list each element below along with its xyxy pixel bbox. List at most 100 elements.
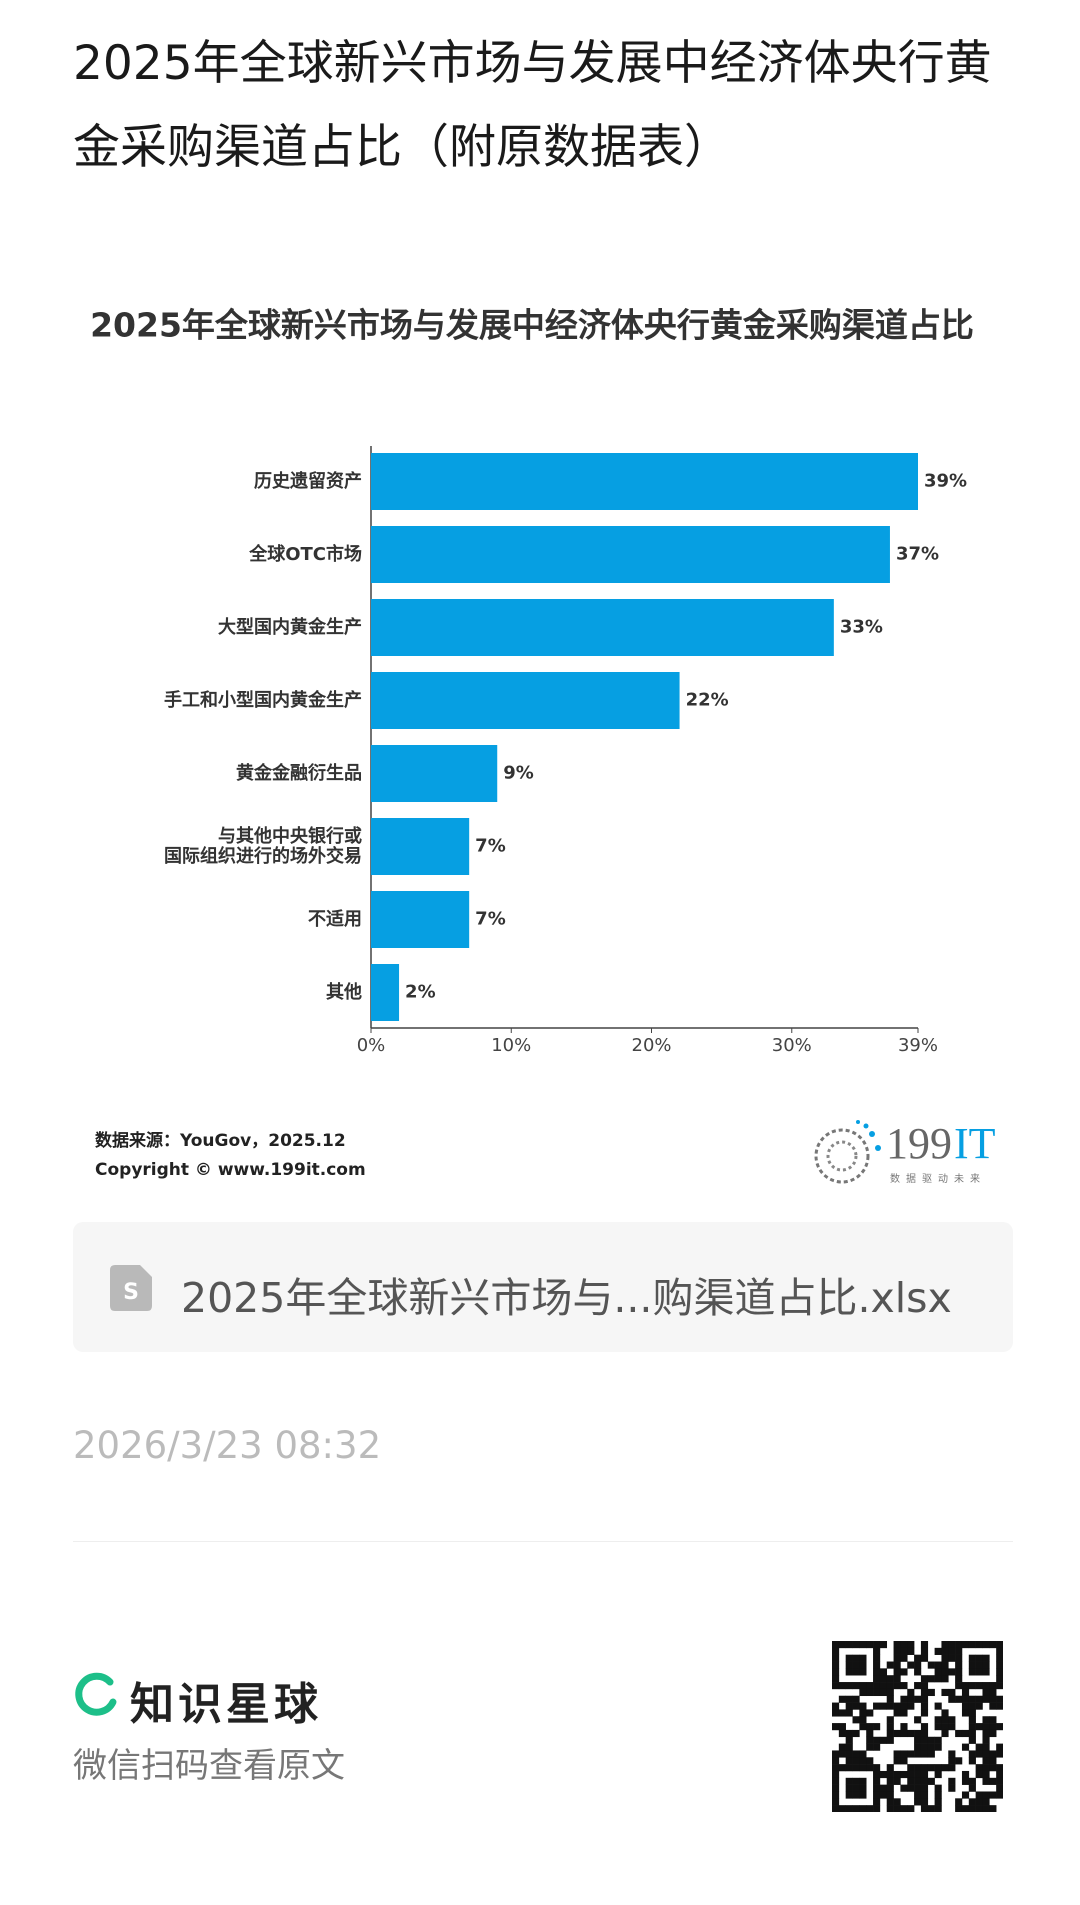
qr-module xyxy=(893,1798,901,1806)
qr-module xyxy=(961,1709,970,1717)
qr-module xyxy=(968,1661,976,1669)
qr-module xyxy=(982,1654,990,1662)
qr-module xyxy=(955,1654,963,1662)
qr-module xyxy=(838,1750,846,1758)
qr-module xyxy=(920,1736,929,1744)
qr-module xyxy=(961,1743,970,1751)
qr-module xyxy=(907,1750,915,1758)
qr-module xyxy=(920,1682,929,1690)
qr-module xyxy=(907,1695,915,1703)
value-label: 9% xyxy=(503,763,534,784)
qr-module xyxy=(907,1641,915,1649)
qr-module xyxy=(948,1757,956,1765)
qr-module xyxy=(859,1661,867,1669)
qr-module xyxy=(852,1716,860,1724)
qr-module xyxy=(879,1682,888,1690)
qr-module xyxy=(982,1770,990,1779)
qr-module xyxy=(832,1675,840,1683)
qr-module xyxy=(859,1791,867,1799)
svg-text:S: S xyxy=(123,1280,139,1305)
qr-module xyxy=(975,1723,983,1731)
qr-module xyxy=(886,1716,894,1724)
timestamp: 2026/3/23 08:32 xyxy=(73,1424,382,1467)
qr-module xyxy=(955,1757,963,1765)
qr-module xyxy=(927,1764,935,1772)
qr-module xyxy=(927,1777,935,1785)
qr-module xyxy=(893,1757,901,1765)
qr-module xyxy=(838,1709,846,1717)
qr-module xyxy=(996,1702,1003,1710)
qr-module xyxy=(934,1770,942,1779)
bar xyxy=(371,526,890,583)
qr-module xyxy=(934,1736,942,1744)
qr-module xyxy=(920,1777,929,1785)
qr-module xyxy=(832,1777,840,1785)
qr-module xyxy=(900,1647,908,1655)
qr-module xyxy=(968,1682,976,1690)
qr-module xyxy=(968,1784,976,1792)
qr-module xyxy=(955,1661,963,1669)
qr-module xyxy=(859,1716,867,1724)
qr-module xyxy=(845,1661,853,1669)
qr-module xyxy=(914,1668,922,1676)
qr-module xyxy=(914,1695,922,1703)
qr-module xyxy=(873,1743,881,1751)
qr-module xyxy=(996,1647,1003,1655)
qr-module xyxy=(893,1641,901,1649)
qr-module xyxy=(900,1709,908,1717)
qr-module xyxy=(907,1764,915,1772)
qr-module xyxy=(886,1675,894,1683)
qr-module xyxy=(832,1668,840,1676)
qr-module xyxy=(893,1770,901,1779)
attachment[interactable]: S 2025年全球新兴市场与...购渠道占比.xlsx xyxy=(73,1222,1013,1352)
qr-module xyxy=(982,1695,990,1703)
qr-module xyxy=(873,1723,881,1731)
divider xyxy=(73,1541,1013,1542)
qr-module xyxy=(859,1641,867,1649)
value-label: 2% xyxy=(405,982,436,1003)
qr-module xyxy=(900,1757,908,1765)
qr-module xyxy=(920,1770,929,1779)
qr-module xyxy=(886,1688,894,1697)
qr-module xyxy=(845,1736,853,1744)
qr-module xyxy=(852,1784,860,1792)
qr-module xyxy=(968,1695,976,1703)
qr-module xyxy=(866,1641,874,1649)
x-tick-label: 0% xyxy=(357,1035,386,1056)
qr-module xyxy=(996,1668,1003,1676)
qr-module xyxy=(866,1729,874,1738)
qr-module xyxy=(989,1702,997,1710)
page-title: 2025年全球新兴市场与发展中经济体央行黄金采购渠道占比（附原数据表） xyxy=(73,36,992,175)
qr-module xyxy=(866,1688,874,1697)
qr-module xyxy=(927,1675,935,1683)
qr-module xyxy=(852,1791,860,1799)
x-tick-label: 30% xyxy=(772,1035,812,1056)
qr-module xyxy=(845,1682,853,1690)
qr-module xyxy=(920,1688,929,1697)
qr-code[interactable] xyxy=(832,1641,1003,1812)
qr-module xyxy=(996,1654,1003,1662)
qr-module xyxy=(866,1805,874,1812)
qr-module xyxy=(893,1661,901,1669)
qr-module xyxy=(941,1716,949,1724)
qr-module xyxy=(975,1743,983,1751)
qr-module xyxy=(955,1729,963,1738)
qr-module xyxy=(968,1750,976,1758)
qr-module xyxy=(948,1750,956,1758)
qr-module xyxy=(996,1661,1003,1669)
qr-module xyxy=(886,1702,894,1710)
qr-module xyxy=(879,1770,888,1779)
qr-module xyxy=(996,1770,1003,1779)
qr-module xyxy=(982,1668,990,1676)
logo-number: 199 xyxy=(886,1119,952,1168)
qr-module xyxy=(873,1791,881,1799)
source: 数据来源：YouGov，2025.12 xyxy=(95,1130,346,1151)
qr-module xyxy=(866,1682,874,1690)
qr-module xyxy=(941,1688,949,1697)
copyright: Copyright © www.199it.com xyxy=(95,1160,366,1180)
qr-module xyxy=(920,1784,929,1792)
qr-module xyxy=(941,1668,949,1676)
bar xyxy=(371,745,498,802)
qr-module xyxy=(907,1777,915,1785)
